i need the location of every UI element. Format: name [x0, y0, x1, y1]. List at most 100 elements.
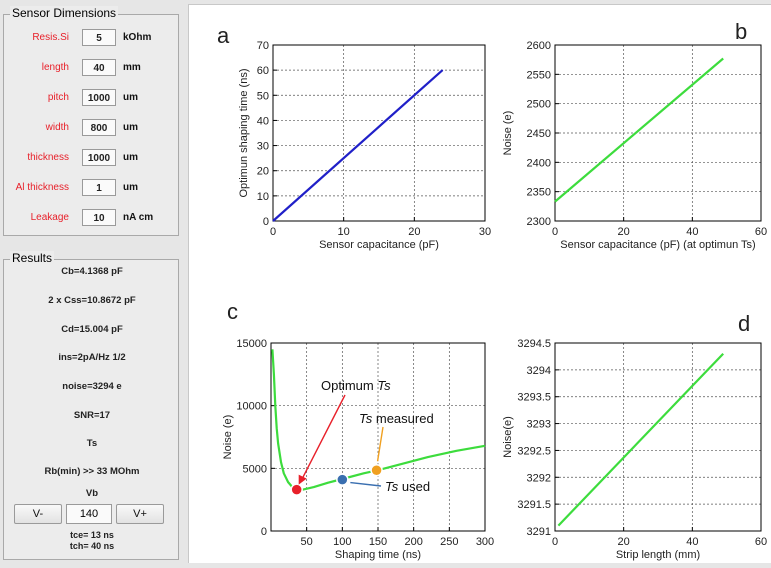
- y-tick-label: 70: [257, 40, 269, 52]
- thickness-label: thickness: [27, 152, 69, 163]
- arrow-used: [350, 481, 382, 487]
- x-tick-label: 0: [552, 536, 558, 548]
- y-tick-label: 2300: [527, 216, 551, 228]
- y-tick-label: 30: [257, 141, 269, 153]
- x-tick-label: 10: [338, 226, 350, 238]
- arrow-measured: [376, 426, 384, 462]
- vb-plus-button[interactable]: V+: [116, 504, 164, 524]
- pitch-input[interactable]: 1000: [82, 89, 116, 106]
- x-tick-label: 20: [618, 536, 630, 548]
- leakage-label: Leakage: [30, 212, 69, 223]
- y-axis-label: Noise(e): [502, 416, 514, 458]
- length-unit: mm: [123, 62, 141, 73]
- leakage-unit: nA cm: [123, 212, 154, 223]
- arrow-optimum: [300, 394, 346, 482]
- x-tick-label: 60: [755, 536, 767, 548]
- x-tick-label: 0: [270, 226, 276, 238]
- length-input[interactable]: 40: [82, 59, 116, 76]
- series-line: [272, 69, 444, 222]
- plot-frame: [272, 44, 486, 222]
- row-leakage: Leakage 10 nA cm: [4, 209, 180, 229]
- length-label: length: [41, 62, 69, 73]
- row-length: length 40 mm: [4, 59, 180, 79]
- sensor-dimensions-panel: Sensor Dimensions Resis.Si 5 kOhm length…: [3, 6, 180, 236]
- x-axis-label: Strip length (mm): [616, 549, 700, 561]
- x-tick-label: 200: [404, 536, 422, 548]
- vb-minus-button[interactable]: V-: [14, 504, 62, 524]
- arrowhead-optimum: [298, 474, 307, 485]
- result-ts: Ts: [86, 438, 98, 449]
- sensor-dimensions-title: Sensor Dimensions: [10, 6, 119, 20]
- panel-letter-b: b: [735, 19, 747, 44]
- x-tick-label: 250: [440, 536, 458, 548]
- chart-c: 50 100 150 200 250 300 0 5000 10000 15000 Shaping …: [222, 338, 494, 561]
- x-tick-label: 300: [476, 536, 494, 548]
- leakage-input[interactable]: 10: [82, 209, 116, 226]
- width-input[interactable]: 800: [82, 119, 116, 136]
- plot-frame: [270, 342, 486, 532]
- annotation-optimum: Optimum Ts: [321, 378, 391, 393]
- chart-d: 0 20 40 60 3291 3291.5 3292 3292.5 3293 3293.5 329…: [502, 338, 767, 561]
- thickness-input[interactable]: 1000: [82, 149, 116, 166]
- results-panel: Results Cb=4.1368 pF 2 x Css=10.8672 pF …: [3, 251, 179, 560]
- series-line: [557, 352, 724, 527]
- x-tick-label: 30: [479, 226, 491, 238]
- x-tick-label: 50: [301, 536, 313, 548]
- chart-a: 0 10 20 30 0 10 20 30 40 50 60 70 Sensor capacitance…: [238, 40, 491, 251]
- y-tick-label: 60: [257, 65, 269, 77]
- y-tick-label: 40: [257, 115, 269, 127]
- vb-value-field[interactable]: 140: [66, 504, 112, 524]
- plot-background: [273, 45, 485, 221]
- y-axis-label: Noise (e): [222, 415, 234, 460]
- y-axis-label: Optimun shaping time (ns): [238, 69, 250, 198]
- y-tick-label: 10: [257, 191, 269, 203]
- x-axis-label: Sensor capacitance (pF) (at optimun Ts): [560, 239, 755, 251]
- plot-frame: [554, 342, 762, 532]
- y-tick-label: 3293: [527, 419, 551, 431]
- plot-area: a b c d 0 10 20 30 0 10 20 30 40 50 60 70 Sensor cap…: [188, 4, 771, 563]
- y-tick-label: 3293.5: [517, 392, 551, 404]
- panel-letter-c: c: [227, 299, 238, 324]
- y-tick-label: 2450: [527, 128, 551, 140]
- result-snr: SNR=17: [73, 410, 111, 421]
- row-width: width 800 um: [4, 119, 180, 139]
- row-al-thickness: Al thickness 1 um: [4, 179, 180, 199]
- y-tick-label: 3291: [527, 526, 551, 538]
- marker-0: [290, 483, 303, 496]
- row-resistivity: Resis.Si 5 kOhm: [4, 29, 180, 49]
- resistivity-input[interactable]: 5: [82, 29, 116, 46]
- result-css: 2 x Css=10.8672 pF: [48, 295, 136, 306]
- result-rb: Rb(min) >> 33 MOhm: [44, 466, 140, 477]
- al-thickness-label: Al thickness: [15, 182, 69, 193]
- marker-1: [370, 463, 383, 477]
- x-tick-label: 150: [369, 536, 387, 548]
- y-tick-label: 3291.5: [517, 499, 551, 511]
- width-unit: um: [123, 122, 138, 133]
- row-pitch: pitch 1000 um: [4, 89, 180, 109]
- x-tick-label: 100: [333, 536, 351, 548]
- pitch-unit: um: [123, 92, 138, 103]
- x-tick-label: 20: [408, 226, 420, 238]
- thickness-unit: um: [123, 152, 138, 163]
- results-title: Results: [10, 251, 55, 265]
- y-tick-label: 5000: [243, 463, 267, 475]
- y-tick-label: 0: [263, 216, 269, 228]
- y-tick-label: 2600: [527, 40, 551, 52]
- y-tick-label: 15000: [236, 338, 267, 350]
- plot-frame: [554, 44, 762, 222]
- y-tick-label: 3294.5: [517, 338, 551, 350]
- al-thickness-unit: um: [123, 182, 138, 193]
- panel-letter-d: d: [738, 311, 750, 336]
- y-tick-label: 10000: [236, 401, 267, 413]
- chart-b: 0 20 40 60 2300 2350 2400 2450 2500 2550 2600 Senso…: [502, 40, 767, 251]
- y-tick-label: 2500: [527, 99, 551, 111]
- annotation-measured: Ts measured: [359, 411, 434, 426]
- x-tick-label: 40: [686, 226, 698, 238]
- series-line: [554, 57, 724, 203]
- result-noise: noise=3294 e: [62, 381, 122, 392]
- y-tick-label: 0: [261, 526, 267, 538]
- al-thickness-input[interactable]: 1: [82, 179, 116, 196]
- panel-letter-a: a: [217, 23, 230, 48]
- row-thickness: thickness 1000 um: [4, 149, 180, 169]
- y-tick-label: 3292.5: [517, 445, 551, 457]
